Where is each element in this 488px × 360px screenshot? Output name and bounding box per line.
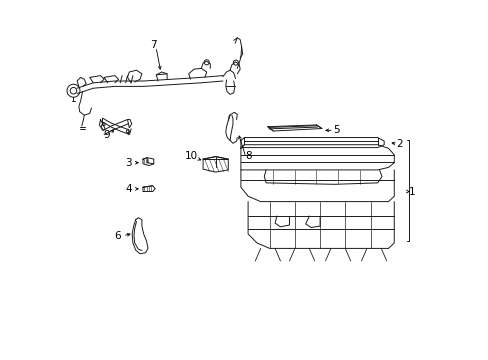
Text: 8: 8 — [244, 150, 251, 161]
Text: 4: 4 — [125, 184, 132, 194]
Text: 5: 5 — [333, 125, 339, 135]
Text: 2: 2 — [395, 139, 402, 149]
Text: 3: 3 — [125, 158, 132, 168]
Text: 10: 10 — [184, 150, 197, 161]
Text: 1: 1 — [408, 186, 414, 197]
Text: 9: 9 — [103, 130, 110, 140]
Text: 7: 7 — [150, 40, 157, 50]
Text: 6: 6 — [114, 231, 121, 241]
